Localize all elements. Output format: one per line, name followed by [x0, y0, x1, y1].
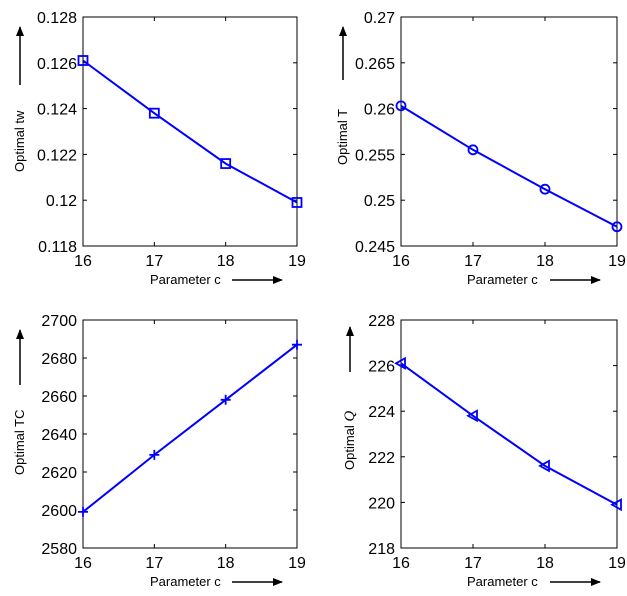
panel-optimal-q-ylabel-text: Optimal [342, 422, 357, 470]
optimal-q-data-point [394, 356, 406, 370]
optimal-t-xtick-label: 16 [392, 253, 410, 270]
optimal-t-data-point [539, 183, 551, 195]
panel-optimal-tc: 16 17 18 19 2580 2600 2620 2640 2660 2680 2700 Par… [12, 313, 306, 589]
optimal-q-data-point [466, 409, 478, 423]
optimal-t-xtick-label: 18 [536, 253, 554, 270]
panel-optimal-t: 16 17 18 19 0.245 0.25 0.255 0.26 0.265 0.27 Para… [335, 10, 626, 287]
optimal-q-data-point [610, 498, 622, 512]
panel-optimal-tw-xlabel: Parameter c [150, 272, 221, 287]
optimal-tw-xtick-label: 17 [145, 253, 163, 270]
optimal-q-xtick-label: 17 [464, 555, 482, 572]
optimal-tc-data-point [78, 506, 88, 517]
optimal-t-axes-frame [400, 16, 618, 247]
optimal-tw-series-line [82, 59, 298, 204]
optimal-tc-xtick-label: 19 [288, 555, 306, 572]
optimal-tw-data-point [77, 55, 89, 66]
panel-optimal-q-marks: 16 17 18 19 218 220 222 224 226 228 [368, 313, 626, 572]
optimal-tw-xtick-label: 18 [217, 253, 235, 270]
optimal-tw-data-point [148, 107, 160, 119]
panel-optimal-tc-ylabel-text: Optimal TC [12, 410, 27, 476]
optimal-q-ytick-label: 218 [368, 541, 395, 558]
optimal-tc-series-line [82, 343, 298, 513]
optimal-tw-ytick-label: 0.118 [38, 239, 77, 256]
optimal-tc-xtick-label: 17 [145, 555, 163, 572]
optimal-tc-data-point [292, 339, 302, 350]
optimal-tc-axes-frame [82, 319, 298, 549]
panel-optimal-tw-ylabel-text: Optimal [12, 124, 27, 172]
optimal-q-data-point [538, 459, 550, 473]
optimal-q-ytick-label: 224 [368, 404, 395, 421]
optimal-q-ytick-label: 222 [368, 450, 395, 467]
optimal-t-ytick-label: 0.26 [364, 102, 395, 119]
optimal-q-axes-frame [400, 319, 618, 549]
optimal-t-series-line [400, 105, 618, 228]
panel-optimal-tc-marks: 16 17 18 19 2580 2600 2620 2640 2660 2680 2700 [41, 313, 306, 572]
optimal-tw-axes-frame [82, 16, 298, 247]
optimal-t-data-point [467, 144, 479, 156]
optimal-tw-ytick-label: 0.128 [37, 10, 77, 27]
optimal-q-xtick-label: 16 [392, 555, 410, 572]
optimal-tc-ytick-label: 2640 [41, 427, 77, 444]
optimal-q-xtick-label: 19 [608, 555, 626, 572]
optimal-t-ytick-label: 0.245 [355, 239, 395, 256]
panel-optimal-t-ylabel-text: Optimal [335, 117, 350, 165]
panel-optimal-q-ylabel: Optimal Q [342, 411, 358, 470]
panel-optimal-tw-ylabel-symbol: tw [12, 110, 27, 124]
optimal-tw-xtick-label: 19 [288, 253, 306, 270]
panel-optimal-t-ylabel-symbol: T [335, 109, 350, 117]
optimal-tw-ytick-label: 0.126 [37, 56, 77, 73]
optimal-q-ytick-label: 226 [368, 359, 395, 376]
panel-optimal-tw-ylabel: Optimal tw [12, 110, 27, 172]
optimal-t-data-point [611, 221, 623, 233]
optimal-tc-ytick-label: 2680 [41, 351, 77, 368]
panel-optimal-tw-marks: 16 17 18 19 0.118 0.12 0.122 0.124 0.126 0.128 [37, 10, 306, 270]
panel-optimal-t-marks: 16 17 18 19 0.245 0.25 0.255 0.26 0.265 0.27 [355, 10, 626, 270]
optimal-tc-data-point [149, 449, 160, 460]
optimal-tc-ytick-label: 2580 [41, 541, 77, 558]
optimal-q-series-line [400, 362, 618, 506]
optimal-tc-xtick-label: 18 [217, 555, 235, 572]
panel-optimal-q-ylabel-symbol: Q [342, 411, 358, 422]
optimal-tw-data-point [291, 197, 303, 208]
optimal-q-ytick-label: 220 [368, 495, 395, 512]
panel-optimal-q-xlabel: Parameter c [467, 574, 538, 589]
optimal-t-data-point [395, 100, 407, 112]
optimal-tw-ytick-label: 0.12 [46, 193, 77, 210]
panel-optimal-t-xlabel: Parameter c [467, 272, 538, 287]
panel-optimal-t-ylabel: Optimal T [335, 109, 350, 165]
optimal-t-ytick-label: 0.27 [364, 10, 395, 27]
optimal-tc-ytick-label: 2700 [41, 313, 77, 330]
optimal-t-ytick-label: 0.255 [355, 147, 395, 164]
panel-optimal-q: 16 17 18 19 218 220 222 224 226 228 Parameter c O… [342, 313, 626, 589]
panel-optimal-tc-ylabel: Optimal TC [12, 410, 27, 476]
optimal-tw-xtick-label: 16 [74, 253, 92, 270]
optimal-tc-ytick-label: 2600 [41, 503, 77, 520]
optimal-t-ytick-label: 0.265 [355, 56, 395, 73]
optimal-tc-ytick-label: 2660 [41, 389, 77, 406]
optimal-q-xtick-label: 18 [536, 555, 554, 572]
optimal-tc-ytick-label: 2620 [41, 465, 77, 482]
panel-optimal-tc-xlabel: Parameter c [150, 574, 221, 589]
panel-optimal-tw: 16 17 18 19 0.118 0.12 0.122 0.124 0.126 0.128 Pa… [12, 10, 306, 287]
optimal-t-xtick-label: 17 [464, 253, 482, 270]
optimal-q-ytick-label: 228 [368, 313, 395, 330]
optimal-t-ytick-label: 0.25 [364, 193, 395, 210]
optimal-tc-data-point [220, 394, 231, 405]
optimal-tw-ytick-label: 0.122 [37, 147, 77, 164]
optimal-tw-data-point [220, 158, 232, 169]
optimal-tw-ytick-label: 0.124 [37, 102, 77, 119]
optimal-t-xtick-label: 19 [608, 253, 626, 270]
optimal-tc-xtick-label: 16 [74, 555, 92, 572]
